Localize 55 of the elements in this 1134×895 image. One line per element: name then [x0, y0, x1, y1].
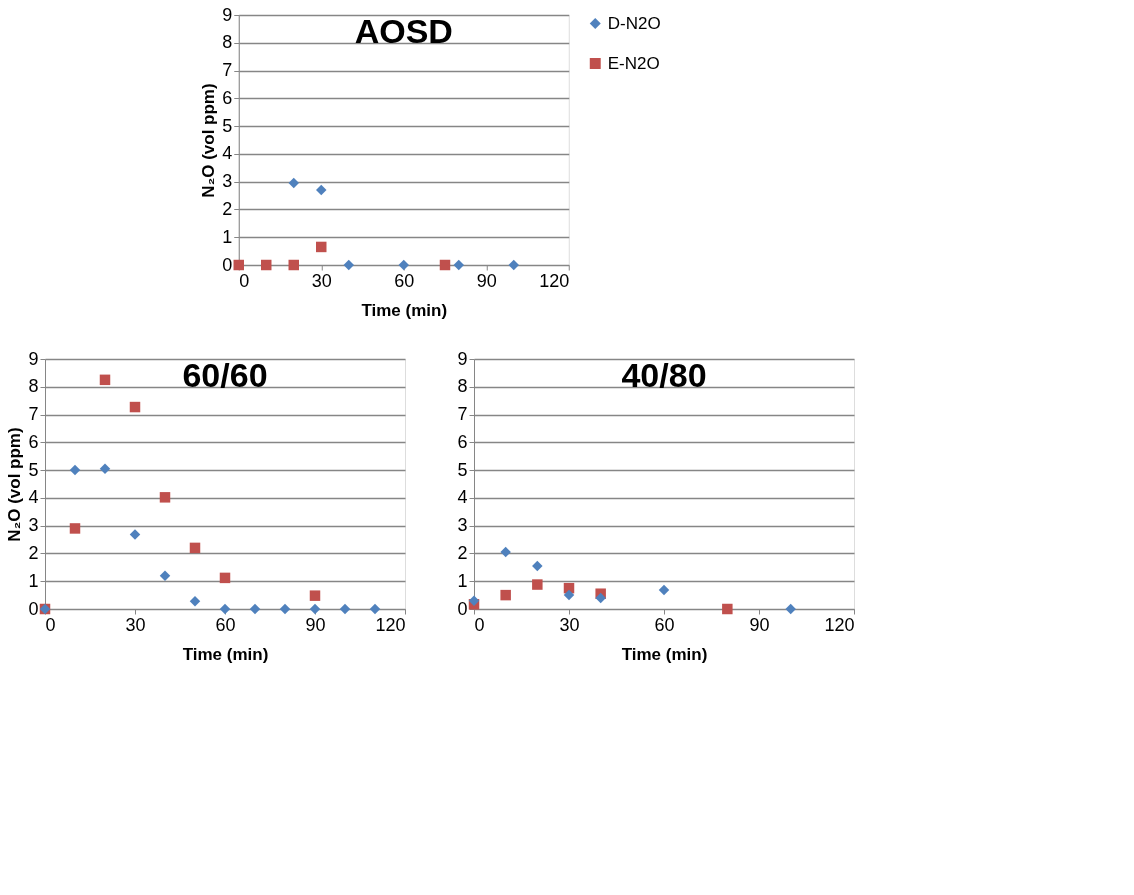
y-tick-label: 6 — [222, 87, 233, 108]
y-tick-label: 6 — [28, 431, 39, 452]
x-tick-label: 120 — [539, 270, 570, 291]
x-tick-label: 30 — [311, 270, 332, 291]
y-tick-label: 8 — [457, 376, 468, 397]
y-tick-label: 8 — [222, 32, 233, 53]
x-tick-label: 30 — [125, 614, 146, 635]
y-axis-title: N₂O (vol ppm) — [199, 83, 219, 198]
y-tick-label: 5 — [28, 459, 39, 480]
x-tick-label: 90 — [749, 614, 770, 635]
x-tick-label: 120 — [375, 614, 406, 635]
y-tick-label: 4 — [457, 487, 468, 508]
chart-title: 40/80 — [621, 356, 707, 394]
y-tick-label: 5 — [457, 459, 468, 480]
y-tick-label: 3 — [28, 515, 39, 536]
x-tick-label: 60 — [654, 614, 675, 635]
y-tick-label: 4 — [28, 487, 39, 508]
y-tick-label: 2 — [28, 542, 39, 563]
y-tick-label: 6 — [457, 431, 468, 452]
y-tick-label: 3 — [222, 171, 233, 192]
y-tick-label: 3 — [457, 515, 468, 536]
y-tick-label: 1 — [28, 570, 39, 591]
y-tick-label: 0 — [28, 598, 39, 619]
x-tick-label: 60 — [215, 614, 236, 635]
x-tick-label: 60 — [394, 270, 415, 291]
x-tick-label: 30 — [559, 614, 580, 635]
x-tick-label: 0 — [45, 614, 56, 635]
y-tick-label: 7 — [457, 404, 468, 425]
chart-title: 60/60 — [182, 356, 268, 394]
y-tick-label: 5 — [222, 115, 233, 136]
y-axis-title: N₂O (vol ppm) — [5, 427, 25, 542]
y-tick-label: 8 — [28, 376, 39, 397]
legend-label: D-N2O — [607, 13, 661, 33]
x-axis-title: Time (min) — [182, 644, 269, 664]
y-tick-label: 7 — [28, 404, 39, 425]
x-tick-label: 120 — [824, 614, 855, 635]
y-tick-label: 1 — [222, 226, 233, 247]
x-tick-label: 90 — [476, 270, 497, 291]
legend-label: E-N2O — [607, 53, 660, 73]
y-tick-label: 4 — [222, 143, 233, 164]
y-tick-label: 1 — [457, 570, 468, 591]
x-axis-title: Time (min) — [621, 644, 708, 664]
x-axis-title: Time (min) — [361, 300, 448, 320]
y-tick-label: 2 — [457, 542, 468, 563]
y-tick-label: 0 — [222, 254, 233, 275]
y-tick-label: 9 — [28, 348, 39, 369]
y-tick-label: 9 — [457, 348, 468, 369]
y-tick-label: 0 — [457, 598, 468, 619]
y-tick-label: 2 — [222, 198, 233, 219]
x-tick-label: 0 — [474, 614, 485, 635]
x-tick-label: 90 — [305, 614, 326, 635]
y-tick-label: 9 — [222, 4, 233, 25]
chart-title: AOSD — [354, 12, 453, 50]
y-tick-label: 7 — [222, 60, 233, 81]
x-tick-label: 0 — [239, 270, 250, 291]
